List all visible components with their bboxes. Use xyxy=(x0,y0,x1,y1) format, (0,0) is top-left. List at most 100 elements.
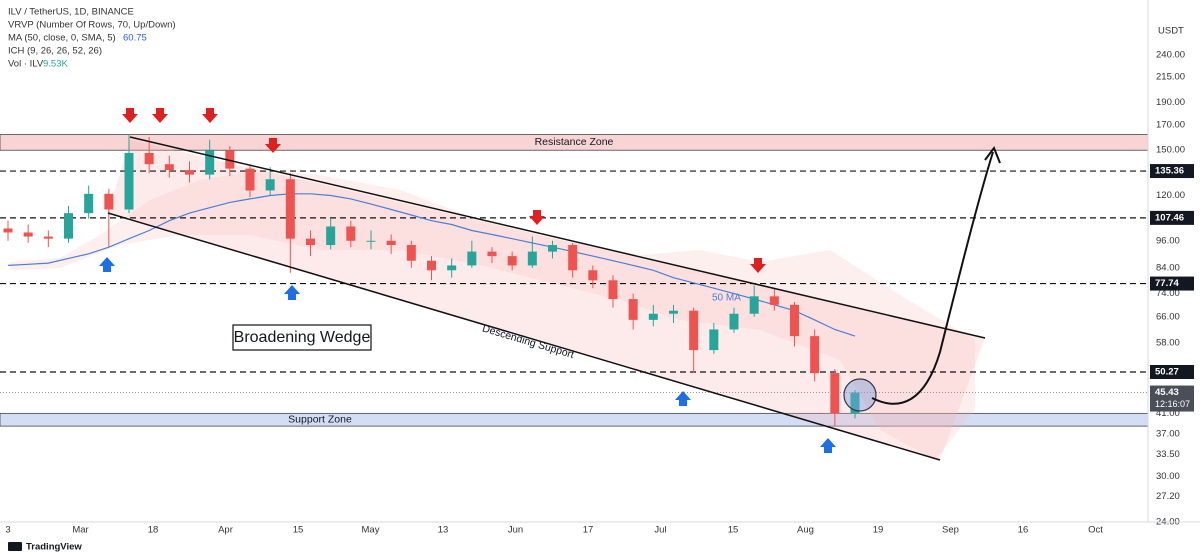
wedge-upper-line xyxy=(129,136,986,339)
x-tick-label: Sep xyxy=(942,525,959,536)
symbol: ILV / TetherUS, 1D, BINANCE xyxy=(8,7,134,18)
y-tick-label: 74.00 xyxy=(1156,288,1180,299)
candle-body xyxy=(648,313,658,320)
ma-line xyxy=(7,193,856,337)
y-tick-label: 66.00 xyxy=(1156,311,1180,322)
candle-body xyxy=(628,299,638,320)
projection-arrowhead xyxy=(984,145,1001,164)
candle-body xyxy=(386,240,396,246)
candle-body xyxy=(830,373,840,414)
candle-body xyxy=(427,260,436,271)
footer-brand: TradingView xyxy=(26,542,82,553)
x-ticks: 3 Mar 18 Apr 15 May 13 Jun 17 Jul 15 Aug 19 Sep 16 Oct xyxy=(5,525,1103,536)
candle-body xyxy=(164,164,174,171)
candle-body xyxy=(205,150,215,175)
candle-body xyxy=(568,245,578,271)
x-tick-label: May xyxy=(362,525,380,536)
x-tick-label: 3 xyxy=(5,525,10,536)
candle-body xyxy=(669,310,678,314)
candle-body xyxy=(245,168,255,191)
last-price-label: 45.43 xyxy=(1155,387,1179,398)
candle-body xyxy=(548,245,557,252)
candle-body xyxy=(185,170,194,175)
candle-body xyxy=(790,304,799,337)
x-tick-label: 16 xyxy=(1018,525,1029,536)
pattern-box xyxy=(232,324,372,351)
level-box xyxy=(1150,276,1194,291)
y-tick-label: 120.00 xyxy=(1156,190,1185,201)
footer-bar xyxy=(0,538,1200,555)
candle-body xyxy=(749,296,759,314)
level-label: 107.46 xyxy=(1155,212,1184,223)
x-tick-label: Mar xyxy=(72,525,88,536)
zone-label: Resistance Zone xyxy=(535,136,614,148)
level-label: 135.36 xyxy=(1155,166,1184,177)
wedge-lower-line xyxy=(107,212,941,461)
y-tick-label: 96.00 xyxy=(1156,235,1180,246)
level-label: 50.27 xyxy=(1155,367,1179,378)
candles xyxy=(3,134,860,427)
candle-body xyxy=(729,313,739,330)
indicator-value: 9.53K xyxy=(43,59,68,70)
indicator-value: 60.75 xyxy=(123,33,147,44)
candle-body xyxy=(406,245,416,261)
x-tick-label: Aug xyxy=(797,525,814,536)
x-tick-label: 15 xyxy=(293,525,304,536)
candle-body xyxy=(588,270,598,281)
candle-body xyxy=(265,179,275,191)
indicator: VRVP (Number Of Rows, 70, Up/Down) xyxy=(8,20,176,31)
x-tick-label: Oct xyxy=(1088,525,1103,536)
x-tick-label: 15 xyxy=(728,525,739,536)
zone xyxy=(0,412,1149,427)
y-tick-label: 58.00 xyxy=(1156,338,1180,349)
ma-label: 50 MA xyxy=(712,293,741,304)
x-tick-label: 19 xyxy=(873,525,884,536)
candle-body xyxy=(689,310,699,351)
x-tick-label: Jul xyxy=(654,525,666,536)
x-tick-label: Apr xyxy=(218,525,233,536)
legend: ILV / TetherUS, 1D, BINANCE VRVP (Number… xyxy=(8,7,176,70)
level-box xyxy=(1150,164,1194,179)
y-tick-label: 190.00 xyxy=(1156,97,1185,108)
x-tick-label: 17 xyxy=(583,525,594,536)
highlight-circle xyxy=(843,378,877,412)
indicator: ICH (9, 26, 26, 52, 26) xyxy=(8,46,102,57)
y-tick-label: 150.00 xyxy=(1156,145,1185,156)
candle-body xyxy=(346,226,356,241)
y-tick-label: 41.00 xyxy=(1156,408,1180,419)
x-tick-label: Jun xyxy=(508,525,523,536)
y-tick-label: 27.20 xyxy=(1156,491,1180,502)
candle-body xyxy=(124,152,134,210)
candle-body xyxy=(43,236,53,239)
x-tick-label: 18 xyxy=(148,525,159,536)
candle-body xyxy=(104,193,114,210)
candle-body xyxy=(608,280,618,300)
candle-body xyxy=(527,251,537,266)
candle-body xyxy=(144,152,154,165)
currency-label: USDT xyxy=(1158,26,1184,37)
candle-body xyxy=(3,228,13,233)
level-label: 77.74 xyxy=(1155,278,1179,289)
candle-body xyxy=(467,251,477,266)
candle-body xyxy=(225,150,235,169)
wedge-shading xyxy=(108,140,985,460)
price-axis xyxy=(1148,0,1200,522)
ichimoku-cloud xyxy=(10,170,975,460)
candle-body xyxy=(306,238,315,246)
y-tick-label: 84.00 xyxy=(1156,262,1180,273)
level-box xyxy=(1150,210,1194,225)
level-box xyxy=(1150,365,1194,380)
x-tick-label: 13 xyxy=(438,525,449,536)
candle-body xyxy=(769,296,779,305)
candle-body xyxy=(487,251,497,257)
logo-mark xyxy=(8,542,22,551)
y-tick-label: 215.00 xyxy=(1156,72,1185,83)
candle-body xyxy=(84,193,94,214)
countdown: 12:16:07 xyxy=(1155,399,1190,409)
candle-body xyxy=(285,179,295,239)
candle-body xyxy=(507,256,517,266)
candle-body xyxy=(366,240,376,242)
last-price-box xyxy=(1150,385,1194,412)
